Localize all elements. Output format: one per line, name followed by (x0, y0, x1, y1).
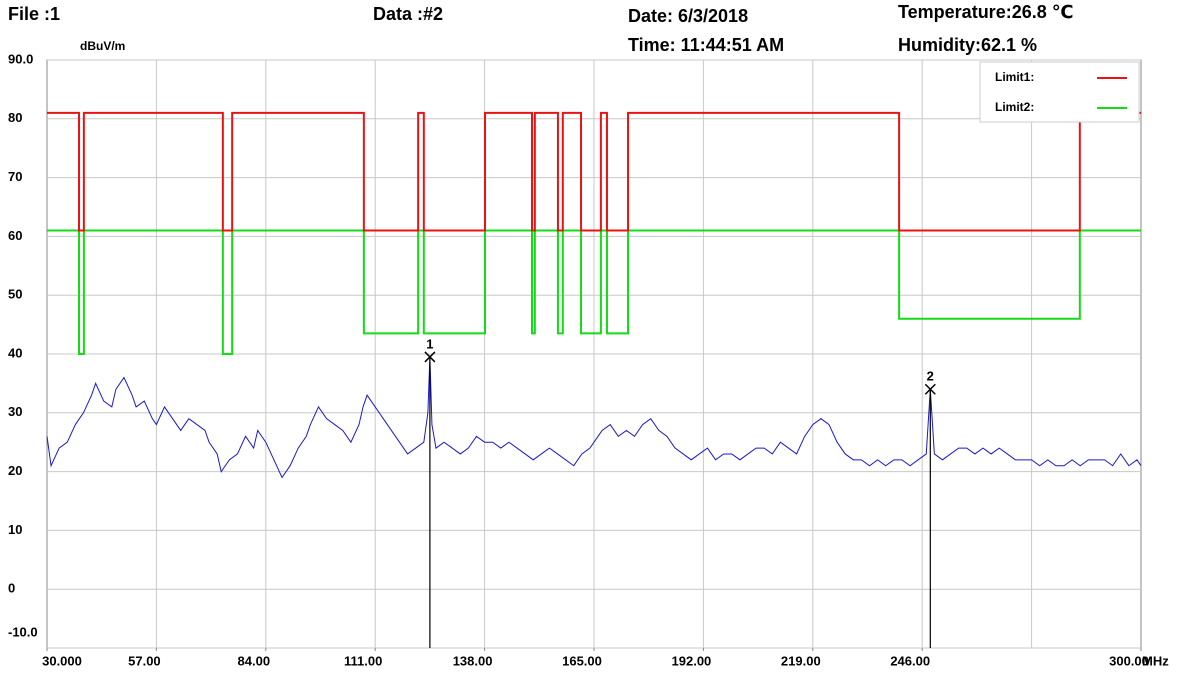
y-tick-label: 90.0 (8, 51, 33, 66)
x-tick-label: 84.00 (238, 653, 271, 668)
x-tick-label: 57.00 (128, 653, 161, 668)
x-tick-label: 192.00 (672, 653, 712, 668)
marker-label: 1 (426, 336, 433, 351)
date-label: Date: 6/3/2018 (628, 6, 748, 26)
series-line (47, 229, 1141, 355)
legend-label: Limit2: (995, 100, 1034, 114)
temperature-label: Temperature:26.8 ℃ (898, 2, 1074, 22)
legend-box (979, 61, 1140, 123)
series-line (46, 356, 1142, 479)
y-tick-label: 70 (8, 169, 22, 184)
legend-label: Limit1: (995, 70, 1034, 84)
y-tick-label: -10.0 (8, 624, 38, 639)
y-tick-label: 30 (8, 404, 22, 419)
y-tick-label: 80 (8, 110, 22, 125)
x-unit: MHz (1142, 653, 1169, 668)
marker-cross (424, 351, 436, 363)
x-tick-label: 165.00 (562, 653, 602, 668)
file-label: File :1 (8, 4, 60, 24)
series-line (47, 111, 1141, 232)
x-tick-label: 219.00 (781, 653, 821, 668)
y-tick-label: 50 (8, 287, 22, 302)
y-tick-label: 0 (8, 581, 15, 596)
y-tick-label: 40 (8, 345, 22, 360)
x-tick-label: 246.00 (890, 653, 930, 668)
y-tick-label: 60 (8, 228, 22, 243)
time-label: Time: 11:44:51 AM (628, 35, 784, 55)
x-tick-label: 30.000 (42, 653, 82, 668)
y-tick-label: 10 (8, 522, 22, 537)
x-tick-label: 111.00 (344, 653, 382, 668)
x-tick-label: 300.00 (1109, 653, 1149, 668)
y-unit: dBuV/m (80, 39, 125, 53)
marker-cross (924, 383, 936, 395)
x-tick-label: 138.00 (453, 653, 493, 668)
marker-label: 2 (927, 369, 934, 384)
data-label: Data :#2 (373, 4, 443, 24)
y-tick-label: 20 (8, 463, 22, 478)
humidity-label: Humidity:62.1 % (898, 35, 1037, 55)
